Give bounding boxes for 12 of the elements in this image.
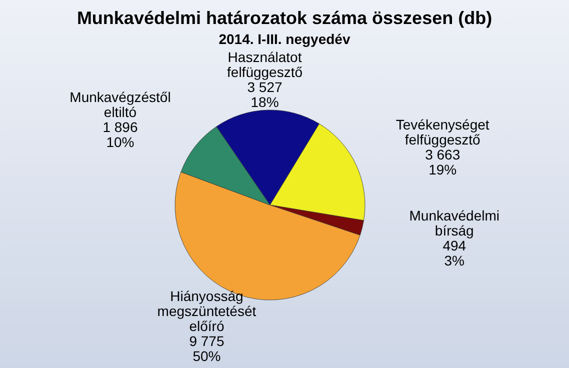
data-label: 1 896 10% — [102, 119, 138, 150]
slice-label: Használatot felfüggesztő — [227, 49, 303, 80]
slice-label: Tevékenységet felfüggesztő — [396, 116, 490, 148]
data-label: 9 775 50% — [189, 333, 224, 364]
slice-label: Hiányosság megszüntetését előíró — [157, 288, 256, 334]
chart-subtitle: 2014. I-III. negyedév — [218, 31, 350, 47]
chart-title: Munkavédelmi határozatok száma összesen (db) — [76, 8, 492, 28]
slice-label: Munkavégzéstől eltiltó — [70, 89, 171, 120]
data-label: 494 3% — [442, 237, 466, 268]
data-label: 3 663 19% — [425, 146, 460, 178]
slice-label: Munkavédelmi bírság — [409, 207, 500, 238]
data-label: 3 527 18% — [247, 79, 282, 110]
